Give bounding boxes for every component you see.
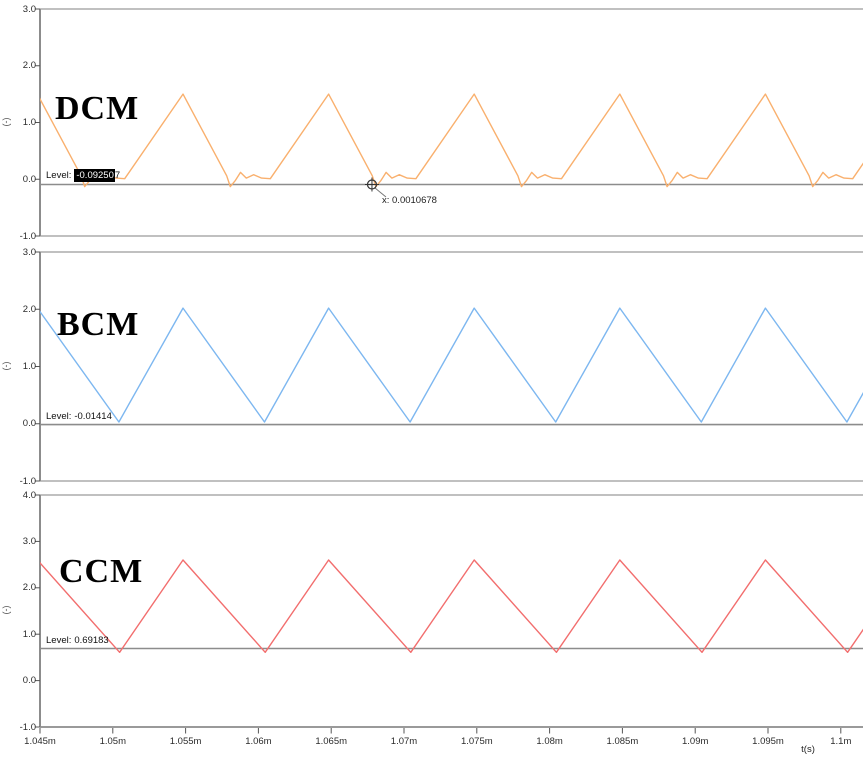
y-tick-label: 1.0 [22, 117, 36, 128]
x-tick-label: 1.08m [536, 736, 563, 747]
x-axis-title: t(s) [801, 744, 815, 755]
y-tick-label: 3.0 [22, 3, 36, 15]
mode-label-dcm: DCM [55, 90, 140, 127]
level-readout-bcm[interactable]: Level: -0.01414 [46, 410, 112, 423]
y-tick-label: 0.0 [22, 675, 36, 687]
y-ticks-dcm [35, 8, 40, 237]
cursor-leader-line [374, 187, 387, 198]
level-value: 0.69183 [74, 635, 109, 646]
panel-frame-ccm [39, 494, 863, 728]
y-ticks-bcm [35, 251, 40, 482]
level-readout-dcm[interactable]: Level: -0.092507 [46, 169, 120, 182]
x-ticks [39, 728, 842, 734]
level-readout-ccm[interactable]: Level: 0.69183 [46, 634, 109, 647]
mode-label-bcm: BCM [57, 306, 140, 343]
x-tick-label: 1.075m [460, 736, 493, 747]
y-tick-label: -1.0 [19, 230, 36, 242]
y-tick-label: 1.0 [22, 361, 36, 372]
panel-frame-bcm [39, 251, 863, 482]
level-label: Level: [46, 170, 72, 181]
x-tick-label: 1.1m [830, 736, 852, 747]
y-tick-label: 2.0 [22, 582, 36, 594]
x-tick-label: 1.095m [752, 736, 784, 747]
y-tick-label: 2.0 [22, 303, 36, 315]
level-value: -0.01414 [74, 411, 112, 422]
x-tick-label: 1.045m [24, 736, 56, 747]
y-tick-label: 0.0 [22, 173, 36, 185]
level-label: Level: [46, 411, 72, 422]
y-tick-label: 3.0 [22, 535, 36, 547]
x-tick-label: 1.07m [390, 736, 418, 747]
y-tick-label: 1.0 [22, 628, 36, 640]
x-tick-label: 1.09m [681, 736, 709, 747]
waveform-ccm [40, 559, 863, 653]
y-tick-label: 2.0 [22, 60, 36, 72]
cursor-crosshair-icon[interactable] [364, 177, 379, 192]
x-tick-label: 1.055m [169, 736, 202, 747]
mode-label-ccm: CCM [59, 553, 144, 590]
x-tick-label: 1.085m [606, 736, 639, 747]
x-tick-label: 1.065m [315, 736, 348, 747]
x-tick-label: 1.05m [99, 736, 126, 747]
cursor-x-readout: x: 0.0010678 [382, 195, 437, 206]
waveform-bcm [40, 307, 863, 423]
y-ticks-ccm [35, 494, 40, 728]
y-tick-label: -1.0 [19, 721, 36, 733]
y-tick-label: 3.0 [22, 246, 36, 258]
y-tick-label: -1.0 [19, 475, 36, 487]
y-tick-label: 4.0 [22, 489, 36, 501]
level-label: Level: [46, 635, 72, 646]
y-tick-label: 0.0 [22, 418, 36, 430]
x-tick-label: 1.06m [245, 736, 272, 747]
y-axis-title-ccm: (-) [1, 605, 11, 615]
level-value-selected[interactable]: -0.09250 [74, 169, 115, 182]
level-value-rest: 7 [114, 170, 121, 181]
